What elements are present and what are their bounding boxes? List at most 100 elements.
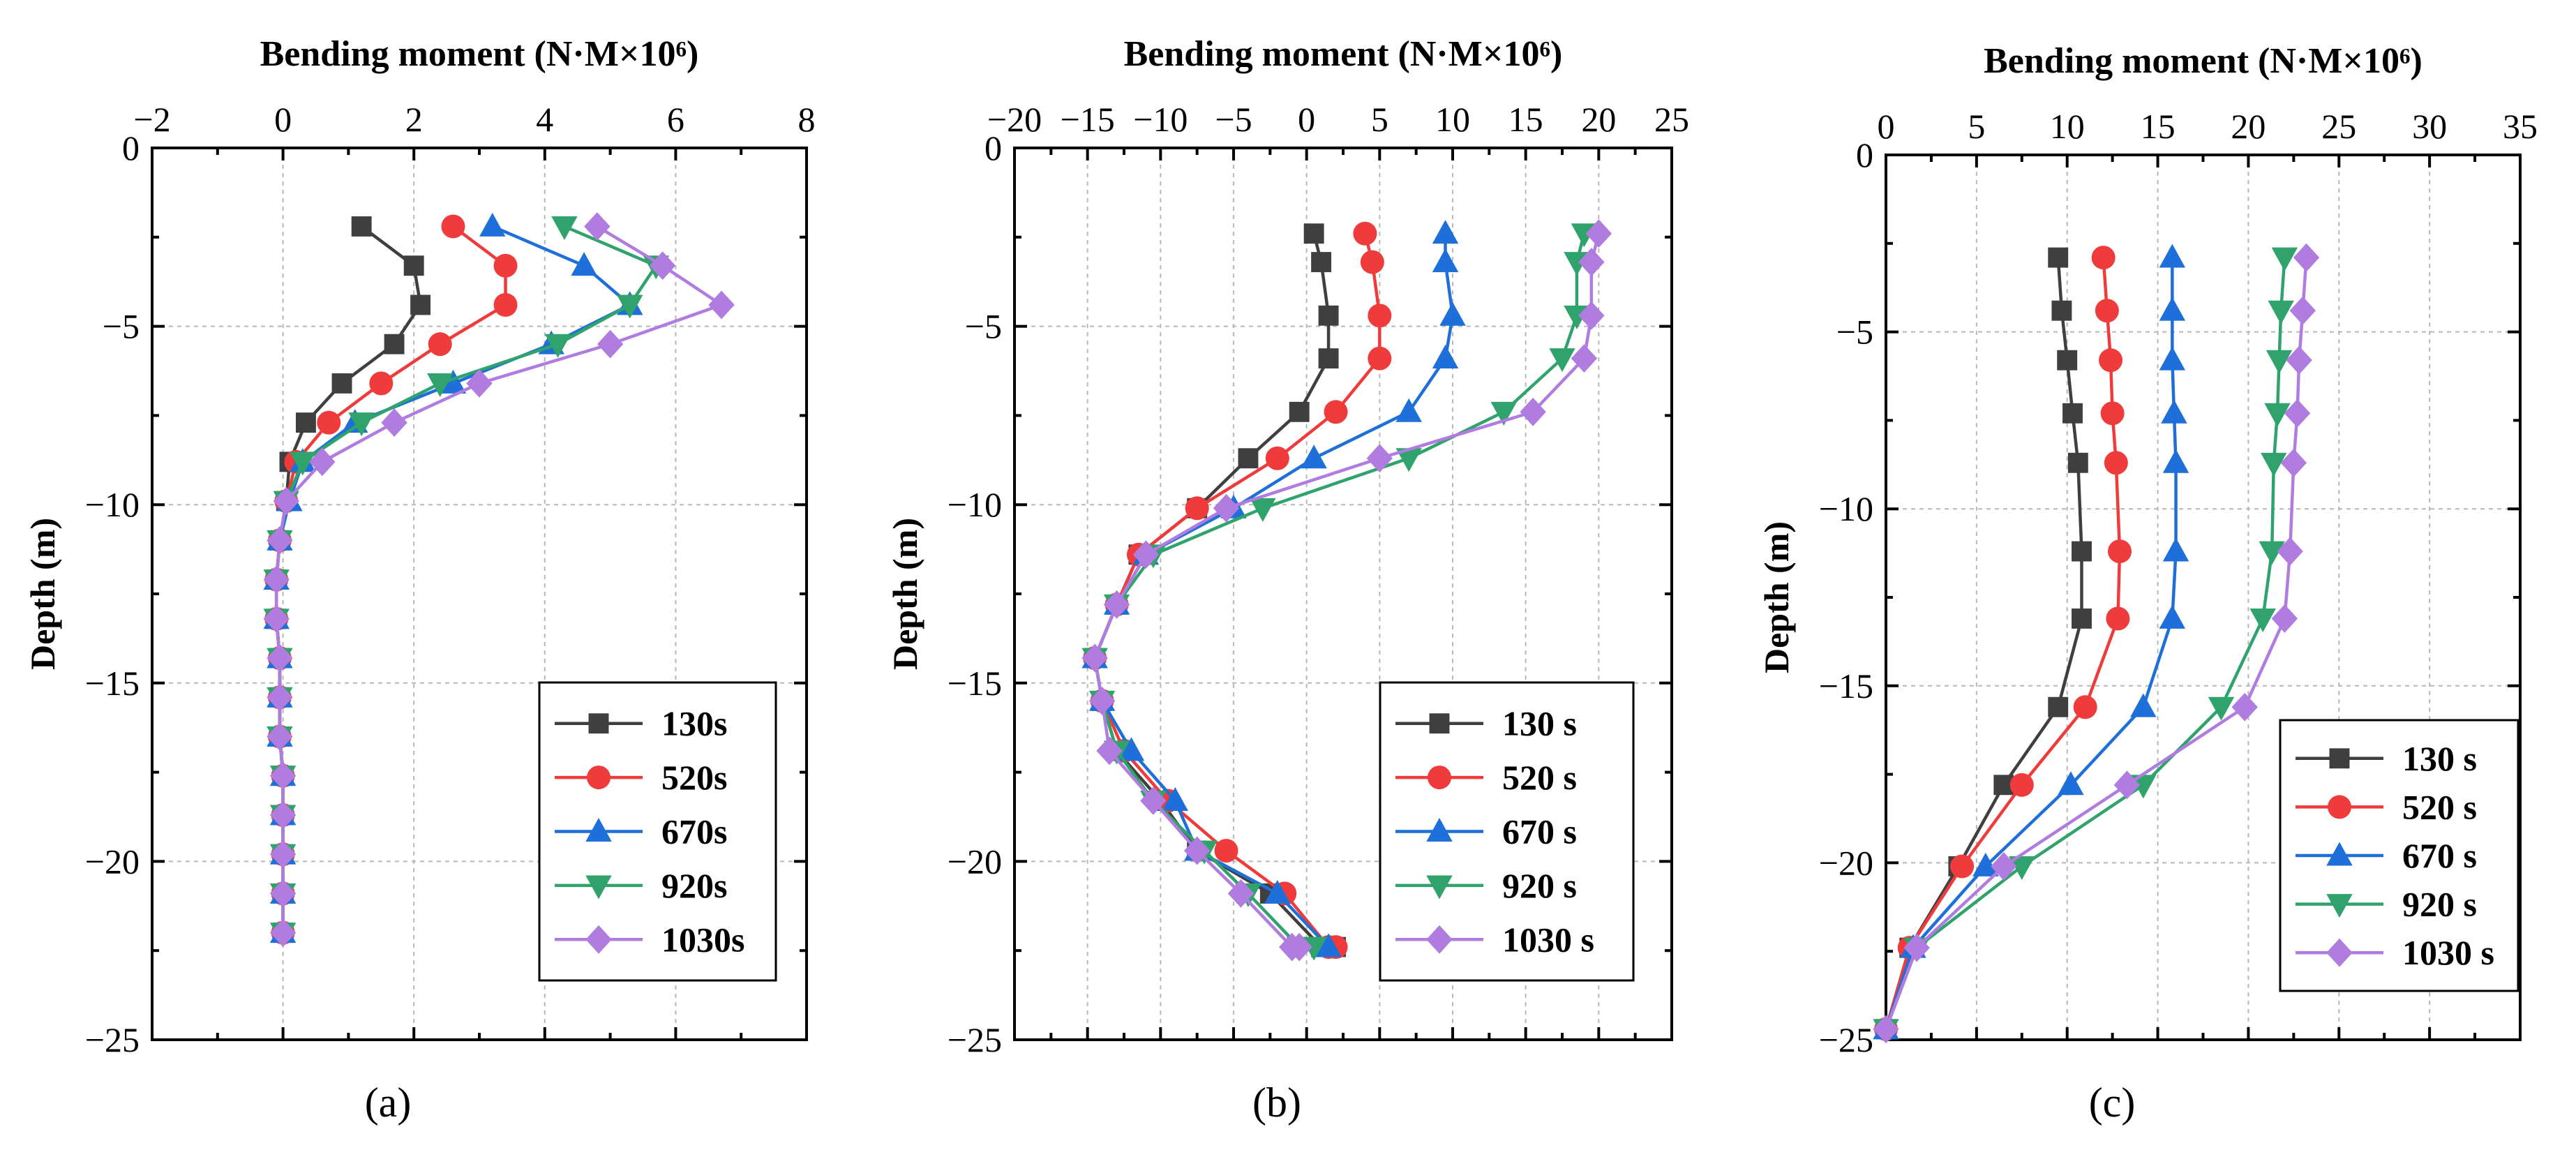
data-point-1030 <box>1366 444 1393 473</box>
y-tick-label: −10 <box>85 485 140 524</box>
legend-marker-130 <box>588 713 609 734</box>
x-tick-label: 6 <box>667 100 684 139</box>
data-point-1030 <box>263 565 290 594</box>
data-point-1030 <box>269 918 297 948</box>
data-point-1030 <box>1571 344 1598 373</box>
data-point-670 <box>2159 604 2186 629</box>
data-point-1030 <box>267 722 293 751</box>
data-point-670 <box>479 212 506 237</box>
x-tick-label: −15 <box>1061 100 1115 139</box>
data-point-920 <box>2271 247 2298 271</box>
data-point-920 <box>1250 498 1276 522</box>
series-line-130 <box>1884 257 2083 1030</box>
data-point-1030 <box>1585 219 1612 248</box>
data-point-670 <box>1395 398 1422 422</box>
data-point-920 <box>544 334 571 358</box>
data-point-670 <box>2058 771 2084 796</box>
series-line-520 <box>1884 257 2122 1030</box>
data-point-1030 <box>2231 692 2258 722</box>
data-point-520 <box>2106 606 2130 631</box>
data-point-670 <box>1264 879 1291 904</box>
y-tick-label: −15 <box>948 664 1002 703</box>
data-point-1030 <box>584 212 611 241</box>
y-tick-label: −20 <box>948 842 1002 881</box>
data-point-670 <box>1162 786 1188 811</box>
panel-label: (a) <box>365 1080 412 1126</box>
data-point-670 <box>1432 345 1459 369</box>
series-line-130 <box>274 225 422 933</box>
legend-marker-520 <box>1428 766 1451 790</box>
legend-marker-670 <box>1426 817 1453 842</box>
data-point-1030 <box>269 839 297 869</box>
x-tick-label: 25 <box>1654 100 1689 139</box>
data-point-670 <box>571 252 597 276</box>
data-point-1030 <box>1096 736 1123 766</box>
y-tick-label: −5 <box>965 307 1002 346</box>
legend-label-520: 520 s <box>2402 787 2477 826</box>
x-tick-label: 30 <box>2412 107 2447 146</box>
data-point-1030 <box>1140 786 1167 815</box>
data-point-1030 <box>2293 243 2320 272</box>
x-tick-label: 20 <box>2231 107 2266 146</box>
data-point-670 <box>1432 248 1459 273</box>
legend-label-130: 130s <box>661 704 727 743</box>
plot-frame <box>1885 154 2522 1041</box>
legend-label-520: 520s <box>661 758 727 797</box>
data-point-670 <box>440 369 467 394</box>
data-point-130 <box>2051 300 2072 321</box>
data-point-520 <box>1368 304 1392 328</box>
x-tick-label: 5 <box>1371 100 1388 139</box>
data-point-920 <box>2259 541 2285 565</box>
x-tick-label: 0 <box>1298 100 1315 139</box>
y-tick-label: −20 <box>85 842 140 881</box>
data-point-1030 <box>708 290 735 320</box>
data-point-1030 <box>309 447 336 477</box>
data-point-520 <box>1265 446 1289 470</box>
x-tick-label: 25 <box>2321 107 2356 146</box>
data-point-130 <box>351 216 372 237</box>
data-point-130 <box>2062 403 2083 424</box>
plot-frame <box>151 147 808 1041</box>
data-point-1030 <box>2277 537 2303 566</box>
y-tick-label: 0 <box>1856 135 1873 174</box>
data-point-670 <box>2159 244 2186 268</box>
data-point-1030 <box>2286 345 2312 375</box>
data-point-670 <box>2130 693 2157 717</box>
x-tick-label: 8 <box>798 100 816 139</box>
data-point-920 <box>427 373 454 397</box>
y-tick-label: −10 <box>948 485 1002 524</box>
x-tick-label: 2 <box>405 100 423 139</box>
data-point-670 <box>2162 537 2189 562</box>
data-point-130 <box>2057 350 2078 371</box>
legend-label-520: 520 s <box>1502 758 1577 797</box>
x-tick-label: −10 <box>1133 100 1188 139</box>
legend-label-670: 670 s <box>1502 812 1577 851</box>
legend-marker-670 <box>2326 842 2353 866</box>
data-point-520 <box>2091 246 2116 270</box>
data-point-1030 <box>267 525 293 555</box>
data-point-130 <box>2048 696 2069 717</box>
x-axis-title: Bending moment (N·M×10⁶) <box>1124 34 1563 74</box>
data-point-1030 <box>1088 686 1116 715</box>
data-point-520 <box>1324 400 1348 424</box>
data-point-1030 <box>1578 301 1605 330</box>
data-point-520 <box>2009 772 2034 797</box>
data-point-670 <box>2161 399 2187 424</box>
x-tick-label: 0 <box>1878 107 1895 146</box>
data-point-1030 <box>1520 397 1546 426</box>
series-line-520 <box>1093 233 1381 949</box>
data-point-130 <box>2072 608 2092 629</box>
data-point-520 <box>1353 221 1377 246</box>
data-point-920 <box>2264 403 2291 427</box>
data-point-1030 <box>273 486 299 516</box>
legend-label-130: 130 s <box>1502 704 1577 743</box>
data-point-920 <box>2261 452 2287 477</box>
y-tick-label: 0 <box>122 128 140 167</box>
data-point-670 <box>1439 301 1466 326</box>
data-point-520 <box>1950 854 1975 879</box>
data-point-520 <box>1185 496 1209 521</box>
data-point-920 <box>1549 348 1575 373</box>
data-point-520 <box>1368 346 1392 371</box>
data-point-130 <box>295 412 316 433</box>
